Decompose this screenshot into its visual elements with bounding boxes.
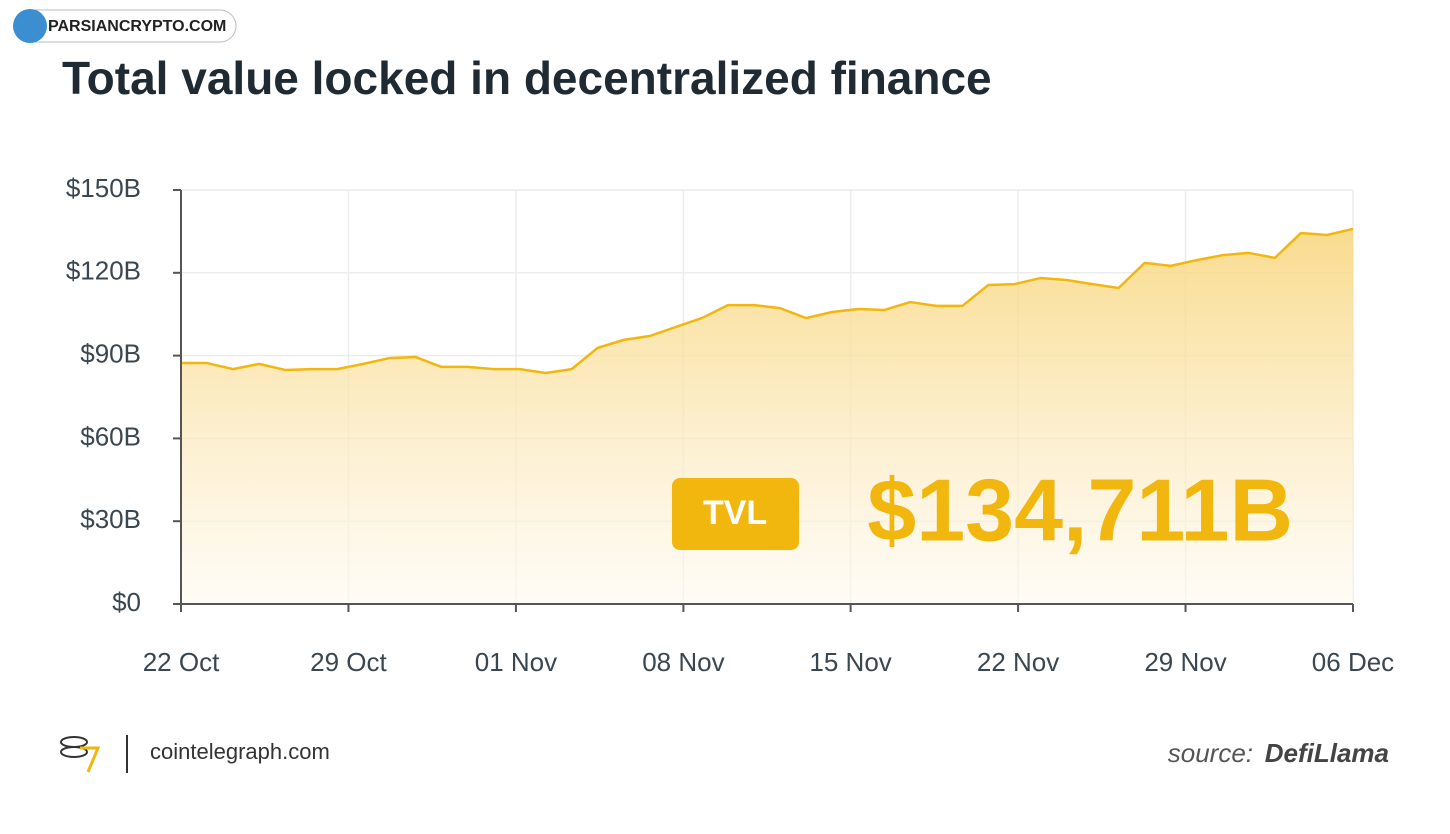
brand-text: cointelegraph.com: [150, 739, 330, 764]
badge: [672, 478, 799, 550]
x-tick-label: 01 Nov: [475, 647, 557, 677]
brand-icon: [60, 746, 88, 758]
y-tick-label: $90B: [80, 338, 141, 368]
chart-title: Total value locked in decentralized fina…: [62, 52, 992, 104]
badge-text: TVL: [703, 494, 767, 532]
x-tick-label: 29 Oct: [310, 647, 387, 677]
brand-icon: [60, 736, 88, 748]
source-name: DefiLlama: [1265, 738, 1389, 768]
x-tick-label: 15 Nov: [809, 647, 891, 677]
source-prefix: source:: [1168, 738, 1253, 768]
headline-value: $134,711B: [867, 460, 1293, 559]
watermark-text: PARSIANCRYPTO.COM: [48, 18, 226, 35]
y-tick-label: $30B: [80, 504, 141, 534]
y-tick-label: $0: [112, 587, 141, 617]
brand-icon: [80, 746, 101, 773]
x-tick-label: 22 Nov: [977, 647, 1059, 677]
y-tick-label: $150B: [66, 173, 141, 203]
watermark: PARSIANCRYPTO.COM: [13, 9, 237, 43]
x-tick-label: 06 Dec: [1312, 647, 1394, 677]
area: [181, 228, 1353, 604]
y-tick-label: $60B: [80, 421, 141, 451]
x-tick-label: 08 Nov: [642, 647, 724, 677]
plot: $0 $30B $60B $90B $120B $150B 22 Oct 29 Oct 01 N…: [66, 173, 1394, 677]
brand: cointelegraph.com: [60, 735, 330, 773]
x-tick-label: 22 Oct: [143, 647, 220, 677]
watermark-icon: [13, 9, 47, 43]
y-tick-label: $120B: [66, 256, 141, 286]
x-tick-label: 29 Nov: [1144, 647, 1226, 677]
line: [181, 227, 1354, 375]
